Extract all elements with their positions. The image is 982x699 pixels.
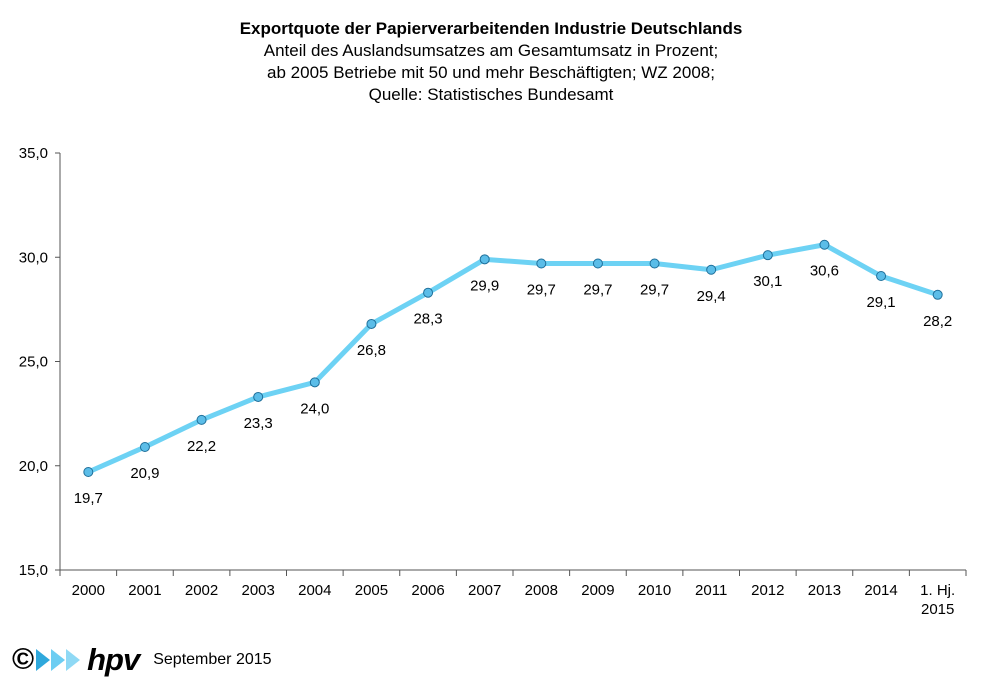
data-points xyxy=(83,239,943,478)
chart-subtitle-line-1: Anteil des Auslandsumsatzes am Gesamtums… xyxy=(263,41,719,60)
y-tick-label: 15,0 xyxy=(19,562,48,579)
data-point xyxy=(649,258,660,269)
data-point xyxy=(536,258,547,269)
chart-titles: Exportquote der Papierverarbeitenden Ind… xyxy=(0,18,982,106)
data-label: 26,8 xyxy=(357,342,386,359)
x-tick-label: 1. Hj. 2015 xyxy=(920,582,955,618)
hpv-logo-chevrons-icon xyxy=(36,649,81,671)
x-tick-label: 2011 xyxy=(695,582,727,599)
data-label: 20,9 xyxy=(130,465,159,482)
y-tick-label: 30,0 xyxy=(19,249,48,266)
data-label: 30,6 xyxy=(810,263,839,280)
data-label: 24,0 xyxy=(300,400,329,417)
data-point xyxy=(819,239,830,250)
chevron-icon xyxy=(36,649,51,671)
data-point xyxy=(706,264,717,275)
chart-subtitle-line-3: Quelle: Statistisches Bundesamt xyxy=(368,85,614,104)
x-tick-label: 2007 xyxy=(468,582,501,599)
line-chart: 15,020,025,030,035,0 2000 2001 2002 2003 200… xyxy=(19,145,967,618)
chevron-icon xyxy=(51,649,66,671)
x-tick-label: 2000 xyxy=(72,582,105,599)
chart-subtitle-line-2: ab 2005 Betriebe mit 50 und mehr Beschäf… xyxy=(267,63,715,82)
data-point xyxy=(253,391,264,402)
x-tick-label: 2009 xyxy=(581,582,614,599)
data-label: 29,7 xyxy=(640,282,669,299)
copyright-symbol: © xyxy=(12,643,35,676)
data-label: 29,7 xyxy=(527,282,556,299)
data-point xyxy=(423,287,434,298)
data-label: 29,9 xyxy=(470,277,499,294)
x-tick-label: 2008 xyxy=(525,582,558,599)
data-label: 30,1 xyxy=(753,273,782,290)
x-tick-label: 2013 xyxy=(808,582,841,599)
data-point xyxy=(309,377,320,388)
y-tick-label: 20,0 xyxy=(19,458,48,475)
data-point xyxy=(592,258,603,269)
data-point xyxy=(139,441,150,452)
footer-date: September 2015 xyxy=(153,651,272,668)
hpv-logo-text: hpv xyxy=(87,642,140,677)
series-line xyxy=(85,242,941,475)
data-label: 29,4 xyxy=(697,288,726,305)
data-point xyxy=(932,289,943,300)
data-label: 19,7 xyxy=(74,490,103,507)
x-axis-ticks: 2000 2001 2002 2003 2004 2005 2006 2007 2008 2009… xyxy=(59,570,967,618)
data-label: 28,3 xyxy=(413,311,442,328)
x-tick-label: 2014 xyxy=(864,582,897,599)
data-point xyxy=(479,254,490,265)
data-label: 22,2 xyxy=(187,438,216,455)
data-label: 28,2 xyxy=(923,313,952,330)
data-label: 29,1 xyxy=(866,294,895,311)
data-point xyxy=(876,271,887,282)
data-point xyxy=(196,414,207,425)
chart-axes xyxy=(59,153,966,571)
x-tick-label: 2010 xyxy=(638,582,671,599)
y-tick-label: 25,0 xyxy=(19,354,48,371)
y-tick-label: 35,0 xyxy=(19,145,48,162)
data-label: 29,7 xyxy=(583,282,612,299)
x-tick-label: 2003 xyxy=(242,582,275,599)
x-tick-label: 2002 xyxy=(185,582,218,599)
series-exportquote xyxy=(85,242,941,475)
data-labels: 19,7 20,9 22,2 23,3 24,0 26,8 28,3 29,9 29,7 29,7… xyxy=(74,263,953,507)
data-point xyxy=(762,250,773,261)
x-tick-label: 2001 xyxy=(128,582,161,599)
x-tick-label: 2012 xyxy=(751,582,784,599)
data-point xyxy=(83,467,94,478)
x-tick-label: 2004 xyxy=(298,582,331,599)
x-tick-label: 2006 xyxy=(411,582,444,599)
chart-title: Exportquote der Papierverarbeitenden Ind… xyxy=(239,19,743,38)
data-label: 23,3 xyxy=(244,415,273,432)
y-axis-ticks: 15,0 20,0 25,0 30,0 35,0 xyxy=(19,145,60,579)
chevron-icon xyxy=(66,649,81,671)
data-point xyxy=(366,318,377,329)
footer: © hpv September 2015 xyxy=(12,640,272,680)
x-tick-label: 2005 xyxy=(355,582,388,599)
